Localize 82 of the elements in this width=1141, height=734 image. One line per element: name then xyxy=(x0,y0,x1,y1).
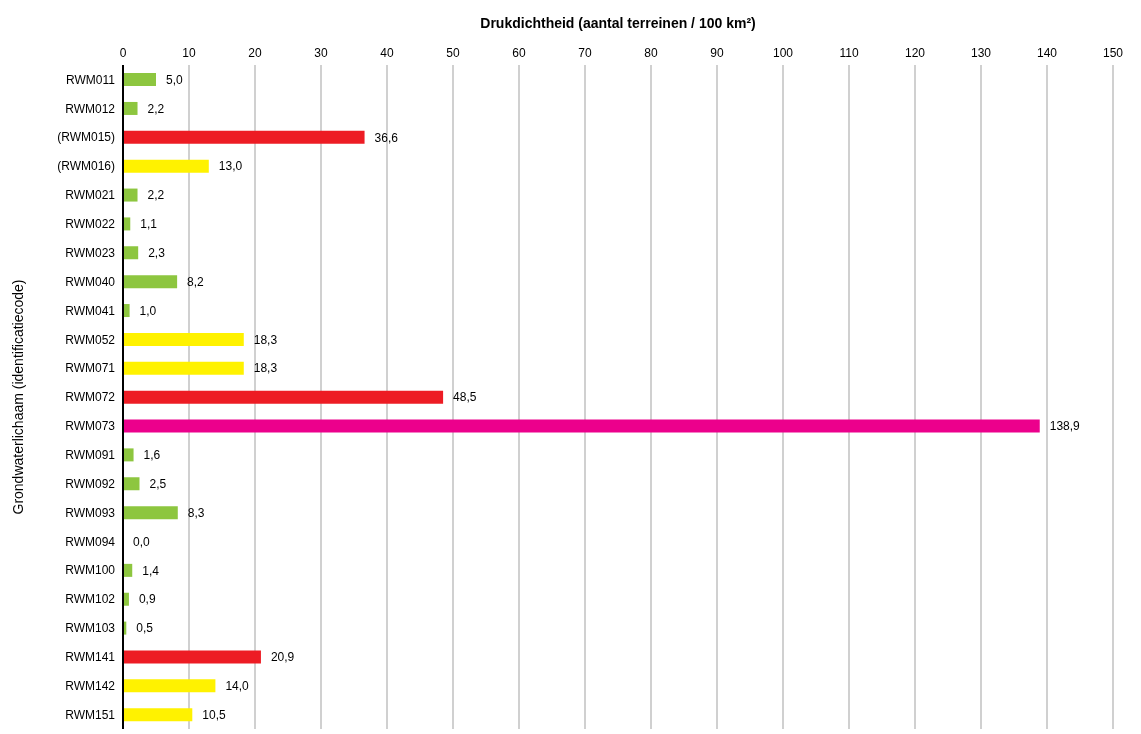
y-tick-label: RWM141 xyxy=(65,650,116,665)
data-label: 14,0 xyxy=(225,679,250,694)
y-tick-label: RWM103 xyxy=(65,621,116,636)
y-tick-label: RWM071 xyxy=(65,361,116,376)
y-tick-label: (RWM016) xyxy=(57,159,115,174)
y-tick-label: RWM040 xyxy=(65,274,116,289)
bar xyxy=(123,304,130,318)
y-tick-label: (RWM015) xyxy=(57,130,115,145)
y-tick-label: RWM092 xyxy=(65,476,116,491)
y-tick-label: RWM142 xyxy=(65,678,116,693)
x-tick-label: 140 xyxy=(1036,46,1058,60)
y-tick-label: RWM091 xyxy=(65,448,116,462)
y-tick-label: RWM041 xyxy=(65,303,116,318)
data-label: 0,5 xyxy=(136,621,154,636)
y-tick-label: RWM052 xyxy=(65,332,116,347)
bar xyxy=(123,361,244,375)
bar xyxy=(123,506,178,520)
data-label: 0,0 xyxy=(133,534,151,549)
data-label: 36,6 xyxy=(374,130,399,145)
data-label: 48,5 xyxy=(453,390,477,405)
y-tick-label: RWM094 xyxy=(65,534,116,549)
data-label: 5,0 xyxy=(166,72,184,87)
x-tick-label: 120 xyxy=(904,46,926,60)
bar xyxy=(123,708,193,722)
bar xyxy=(123,188,138,202)
bar xyxy=(123,101,138,115)
x-tick-label: 10 xyxy=(182,46,196,60)
data-label: 18,3 xyxy=(253,332,278,347)
bar xyxy=(123,275,178,289)
y-tick-label: RWM151 xyxy=(65,707,116,722)
bar xyxy=(123,159,209,173)
bar xyxy=(123,390,444,404)
x-tick-label: 90 xyxy=(710,46,724,60)
x-tick-label: 150 xyxy=(1102,46,1124,60)
y-tick-label: RWM093 xyxy=(65,505,116,520)
x-tick-label: 80 xyxy=(644,46,658,60)
y-axis-title: Grondwaterlichaam (identificatiecode) xyxy=(9,279,26,515)
y-tick-label: RWM021 xyxy=(65,188,116,203)
bar xyxy=(123,477,140,491)
data-label: 138,9 xyxy=(1049,419,1081,434)
bar xyxy=(123,679,216,693)
y-tick-label: RWM023 xyxy=(65,245,116,260)
data-label: 2,2 xyxy=(147,101,165,116)
x-axis-title: Drukdichtheid (aantal terreinen / 100 km²) xyxy=(480,14,756,31)
y-tick-label: RWM022 xyxy=(65,217,116,232)
bar xyxy=(123,130,365,144)
y-tick-label: RWM100 xyxy=(65,563,116,578)
data-label: 2,2 xyxy=(147,188,165,203)
bar xyxy=(123,73,156,87)
x-tick-label: 110 xyxy=(839,46,859,60)
x-tick-label: 20 xyxy=(248,46,262,60)
data-label: 2,3 xyxy=(148,246,166,260)
bar xyxy=(123,448,134,462)
data-label: 2,5 xyxy=(149,476,167,491)
x-tick-label: 50 xyxy=(446,46,460,60)
x-tick-label: 100 xyxy=(772,46,794,60)
data-label: 1,6 xyxy=(143,448,161,463)
data-label: 1,0 xyxy=(139,303,157,318)
y-tick-label: RWM012 xyxy=(65,101,116,116)
bar xyxy=(123,650,261,664)
y-tick-label: RWM072 xyxy=(65,390,116,405)
bar xyxy=(123,246,139,260)
data-label: 13,0 xyxy=(218,159,243,174)
y-tick-label: RWM102 xyxy=(65,592,116,607)
bar xyxy=(123,419,1040,433)
data-label: 0,9 xyxy=(138,592,156,607)
x-tick-label: 60 xyxy=(512,46,526,60)
data-label: 1,1 xyxy=(140,217,158,232)
data-label: 18,3 xyxy=(253,361,278,376)
x-tick-label: 130 xyxy=(970,46,992,60)
data-label: 1,4 xyxy=(142,563,160,578)
data-label: 10,5 xyxy=(202,707,226,722)
y-tick-label: RWM011 xyxy=(66,72,116,87)
bar xyxy=(123,332,244,346)
x-tick-label: 70 xyxy=(578,46,592,60)
data-label: 20,9 xyxy=(270,650,295,665)
data-label: 8,3 xyxy=(187,505,205,520)
data-label: 8,2 xyxy=(187,274,205,289)
x-tick-label: 40 xyxy=(380,46,394,60)
x-tick-label: 0 xyxy=(119,46,127,60)
x-tick-label: 30 xyxy=(314,46,328,60)
y-tick-label: RWM073 xyxy=(65,419,116,434)
